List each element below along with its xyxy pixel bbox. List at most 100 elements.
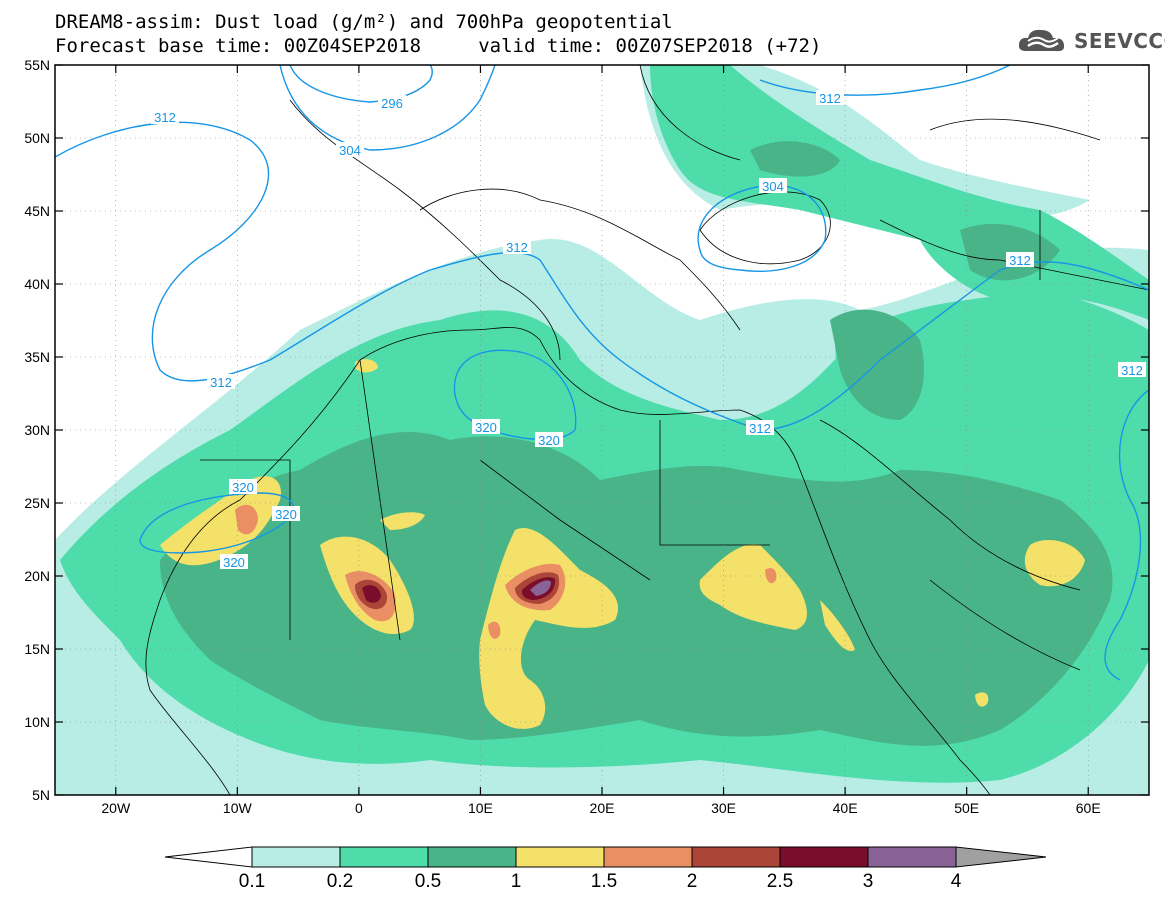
colorbar-label: 0.1	[239, 871, 265, 892]
colorbar-segment	[603, 846, 693, 868]
contour-label: 312	[749, 421, 771, 436]
contour-label: 320	[232, 480, 254, 495]
colorbar-label: 1	[511, 871, 522, 892]
lat-tick-label: 40N	[24, 276, 50, 292]
contour-296	[289, 65, 433, 103]
colorbar-label: 0.2	[327, 871, 353, 892]
lon-tick-label: 10E	[468, 800, 493, 816]
latitude-axis: 55N 50N 45N 40N 35N 30N 25N 20N 15N 10N 5N	[24, 57, 1149, 803]
contour-label-bg	[472, 419, 500, 434]
dust-band-1	[1024, 540, 1085, 587]
country-borders	[145, 65, 1149, 795]
colorbar-segment	[515, 846, 605, 868]
colorbar-segment	[691, 846, 781, 868]
lat-tick-label: 15N	[24, 641, 50, 657]
lon-tick-label: 0	[355, 800, 363, 816]
lat-tick-label: 50N	[24, 130, 50, 146]
map-subtitle: Forecast base time: 00Z04SEP2018 valid t…	[55, 35, 822, 57]
lon-tick-label: 20W	[101, 800, 131, 816]
contour-label: 296	[381, 96, 403, 111]
dust-band-1	[380, 512, 425, 530]
colorbar-segment	[427, 846, 517, 868]
colorbar: 0.1 0.2 0.5 1 1.5 2 2.5 3 4	[164, 846, 1047, 892]
dust-band-0-2	[650, 65, 1149, 320]
contour-label: 312	[819, 91, 841, 106]
contour-304-north	[279, 65, 496, 151]
contour-label: 312	[1009, 253, 1031, 268]
contour-label: 312	[210, 375, 232, 390]
lat-tick-label: 25N	[24, 495, 50, 511]
contour-label-bg	[220, 554, 248, 569]
brand-logo: SEEVCCC	[1016, 26, 1165, 56]
colorbar-segment	[867, 846, 957, 868]
contour-label-bg	[1006, 252, 1034, 267]
colorbar-label: 4	[951, 871, 962, 892]
contour-label-bg	[272, 506, 300, 521]
contour-312-west	[55, 121, 1149, 431]
dust-band-1	[975, 692, 989, 707]
brand-name: SEEVCCC	[1074, 29, 1165, 53]
colorbar-segment	[339, 846, 429, 868]
lat-tick-label: 35N	[24, 349, 50, 365]
contour-label-bg	[207, 374, 235, 389]
colorbar-segment	[251, 846, 341, 868]
map-title: DREAM8-assim: Dust load (g/m²) and 700hP…	[55, 11, 673, 33]
lon-tick-label: 30E	[711, 800, 736, 816]
contour-label: 320	[275, 507, 297, 522]
lon-tick-label: 40E	[833, 800, 858, 816]
colorbar-label: 0.5	[415, 871, 441, 892]
contour-label: 304	[339, 143, 361, 158]
contour-label-bg	[503, 239, 531, 254]
cloud-logo-icon	[1018, 29, 1065, 52]
lat-tick-label: 45N	[24, 203, 50, 219]
colorbar-label: 2	[687, 871, 698, 892]
colorbar-under-arrow	[164, 846, 253, 868]
lat-tick-label: 55N	[24, 57, 50, 73]
contour-label-bg	[816, 90, 844, 105]
dust-band-0-5	[750, 141, 840, 177]
contour-label: 312	[154, 110, 176, 125]
contour-label: 320	[223, 555, 245, 570]
lat-tick-label: 30N	[24, 422, 50, 438]
dust-band-1-5	[765, 568, 777, 584]
contour-label-bg	[229, 479, 257, 494]
graticule	[55, 65, 1149, 795]
lon-tick-label: 10W	[223, 800, 253, 816]
longitude-axis: 20W 10W 0 10E 20E 30E 40E 50E 60E	[101, 65, 1101, 816]
contour-label-bg	[759, 178, 787, 193]
dust-band-1-5	[235, 504, 258, 535]
contour-label: 320	[475, 420, 497, 435]
dust-field	[55, 65, 1149, 795]
lat-tick-label: 20N	[24, 568, 50, 584]
contour-label: 312	[506, 240, 528, 255]
colorbar-label: 1.5	[591, 871, 617, 892]
dust-band-1-5	[488, 621, 501, 639]
contour-label: 304	[762, 179, 784, 194]
contour-312-north	[759, 65, 1011, 96]
colorbar-label: 3	[863, 871, 874, 892]
lat-tick-label: 5N	[32, 787, 50, 803]
dust-band-3	[530, 580, 551, 596]
contour-label: 312	[1121, 363, 1143, 378]
contour-label-bg	[1118, 362, 1146, 377]
dust-band-0-5	[160, 431, 1113, 746]
lon-tick-label: 50E	[954, 800, 979, 816]
contour-label: 320	[538, 433, 560, 448]
contour-label-bg	[378, 95, 406, 110]
contour-304-east	[697, 184, 827, 272]
colorbar-over-arrow	[955, 846, 1047, 868]
lon-tick-label: 20E	[590, 800, 615, 816]
contour-label-bg	[746, 420, 774, 435]
dust-band-1	[820, 600, 855, 651]
lon-tick-label: 60E	[1076, 800, 1101, 816]
dust-band-0-5	[830, 309, 924, 420]
contour-label-group: 312 296 304 312 304 312 312 312 312 320 320 320 320 3…	[151, 90, 1146, 570]
contour-label-bg	[336, 142, 364, 157]
contour-312-east	[1104, 389, 1149, 681]
dust-band-1	[699, 544, 807, 630]
contour-label-bg	[535, 432, 563, 447]
dust-band-2-5	[362, 585, 381, 603]
lat-tick-label: 10N	[24, 714, 50, 730]
colorbar-label: 2.5	[767, 871, 793, 892]
